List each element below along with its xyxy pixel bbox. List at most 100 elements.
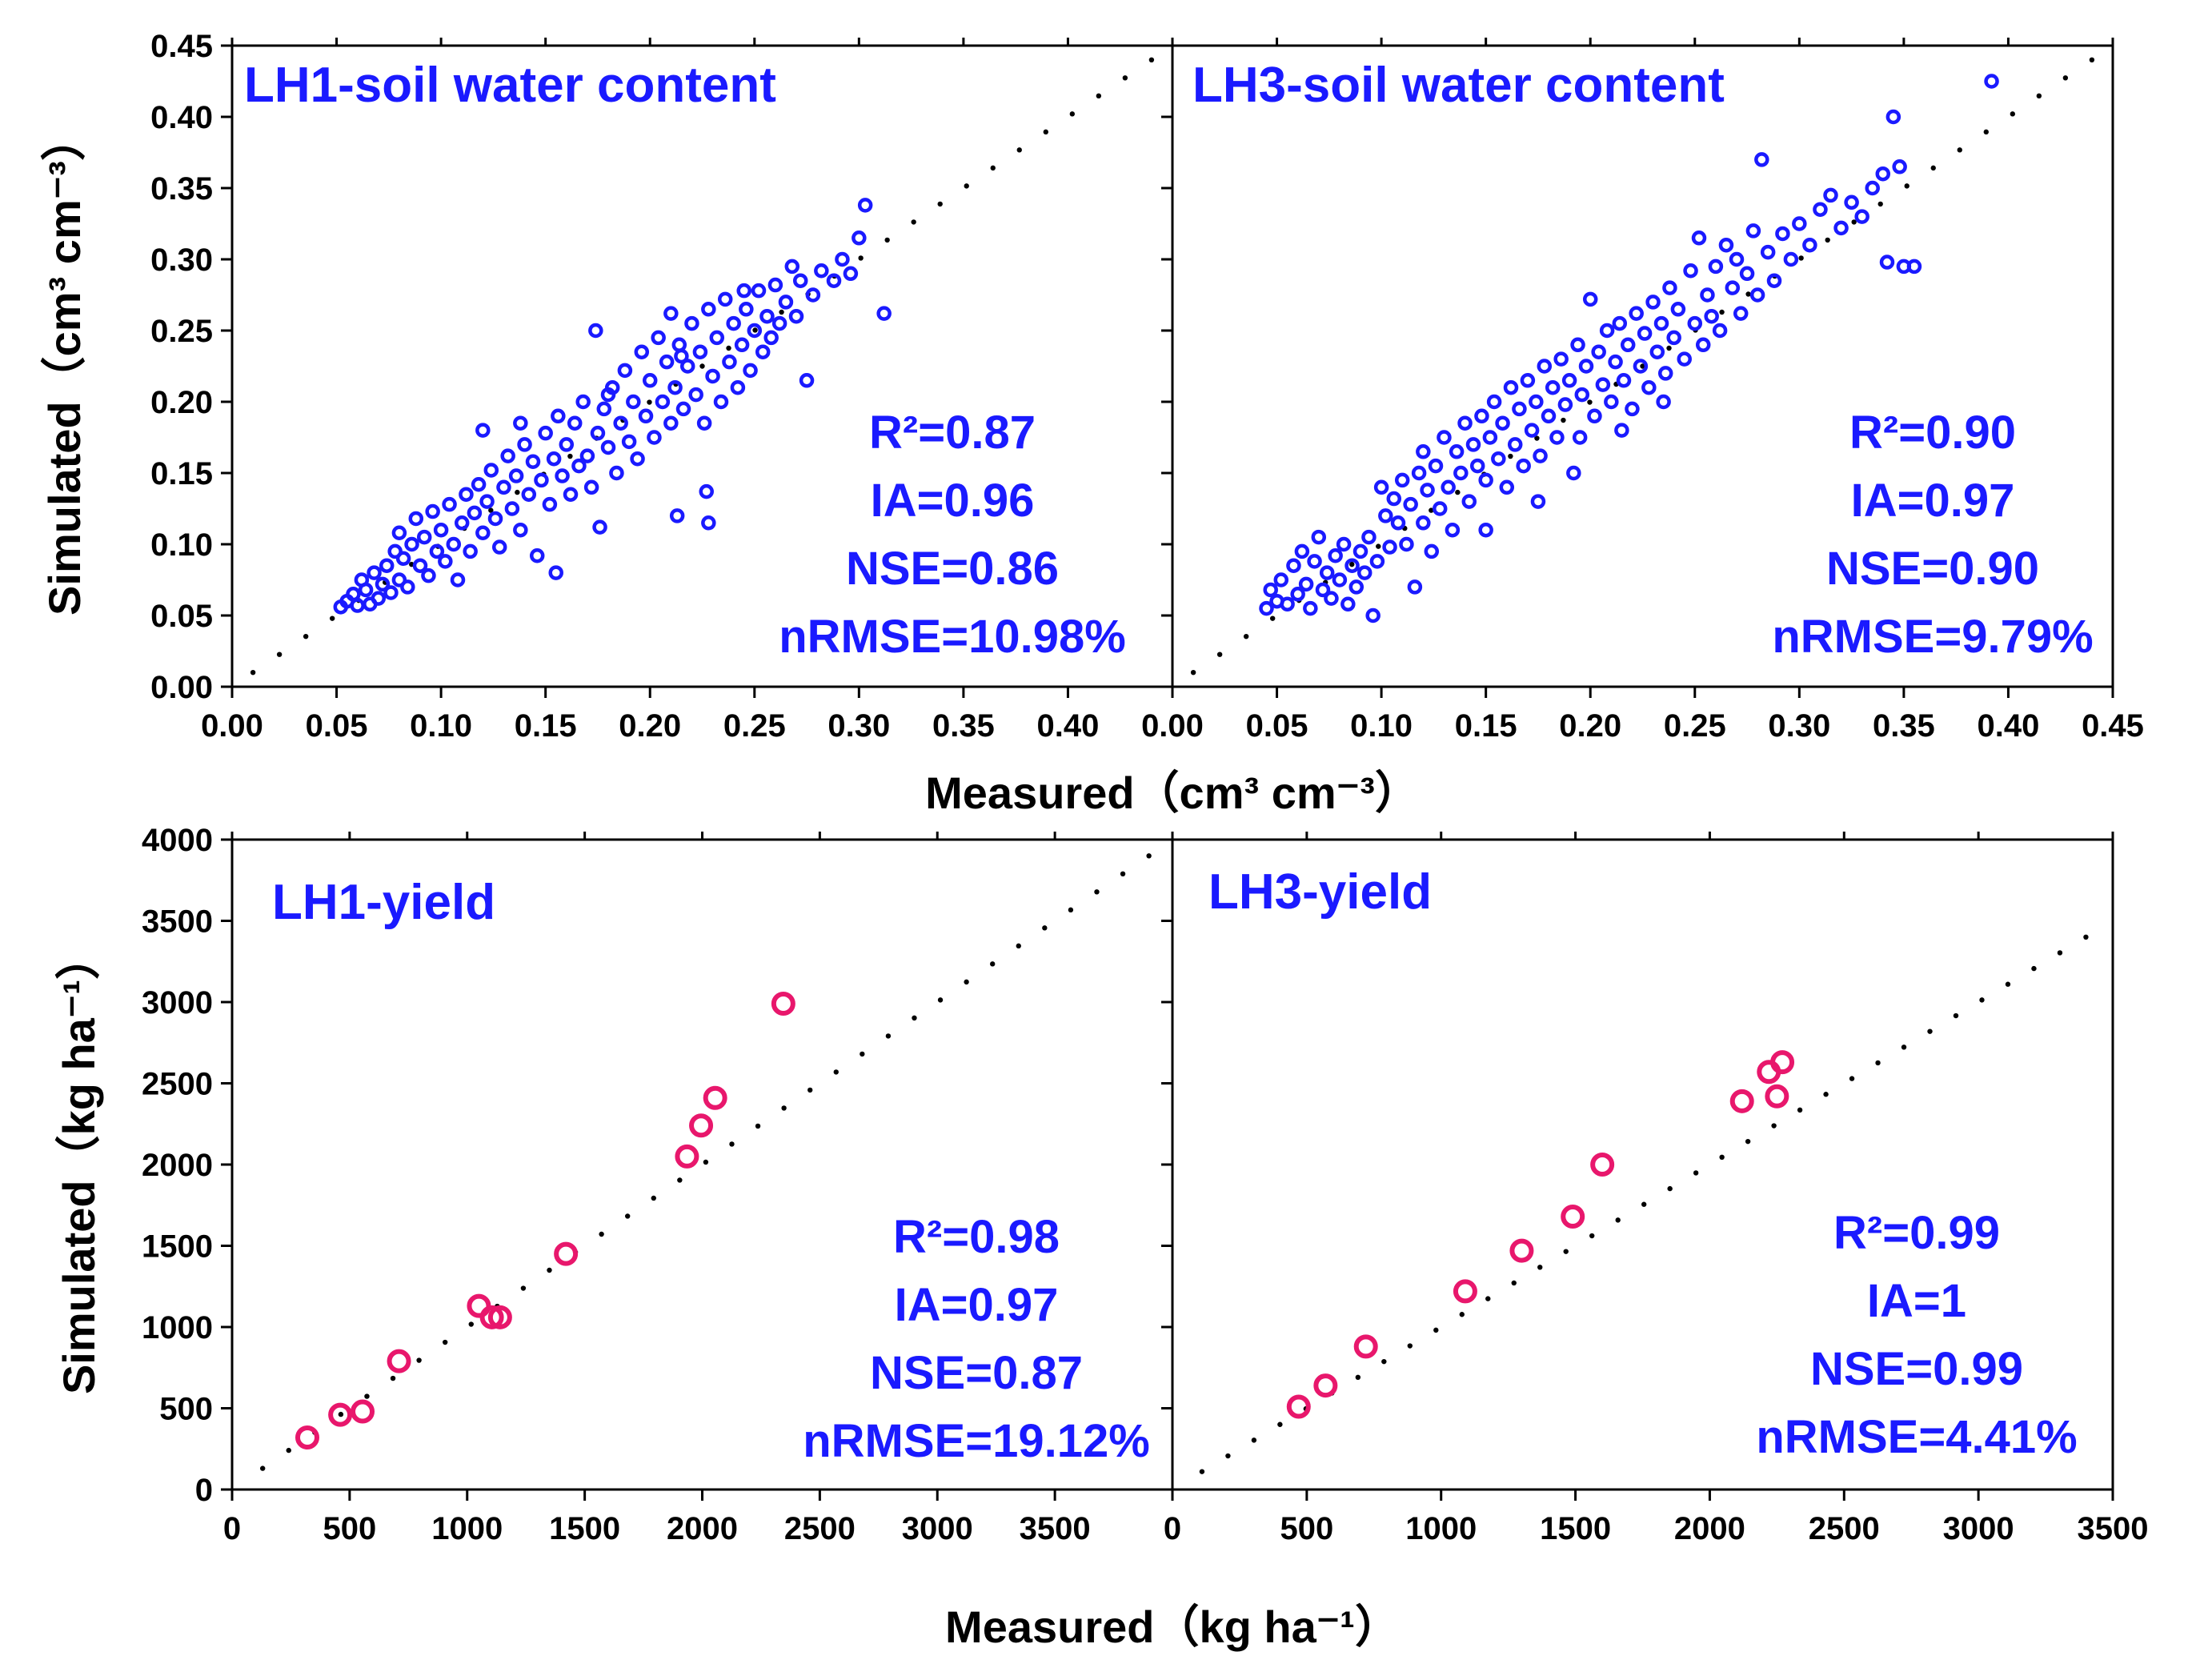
top-x-axis-title: Measured（cm³ cm⁻³） <box>925 768 1420 818</box>
data-point <box>1399 536 1414 552</box>
one-to-one-dot <box>1243 633 1249 640</box>
data-point <box>1361 529 1377 545</box>
data-point <box>487 1305 512 1329</box>
data-point <box>1792 216 1807 231</box>
data-point <box>328 1402 353 1427</box>
one-to-one-dot <box>1122 75 1128 81</box>
data-point <box>554 1241 579 1266</box>
one-to-one-dot <box>1901 1044 1907 1050</box>
panel-title-lh1-yield: LH1-yield <box>272 875 495 930</box>
one-to-one-dot <box>1455 489 1461 495</box>
data-point <box>1530 494 1546 509</box>
data-point <box>1984 74 1999 89</box>
bottom-y-axis-title: Simulated（kg ha⁻¹） <box>54 935 104 1394</box>
data-point <box>563 487 579 502</box>
data-point <box>525 454 541 470</box>
one-to-one-dot <box>1798 255 1804 261</box>
data-point <box>491 539 507 555</box>
data-point <box>699 483 714 499</box>
data-point <box>1315 582 1331 598</box>
data-point <box>1590 1153 1615 1177</box>
data-point <box>1591 344 1606 359</box>
data-point <box>642 373 658 388</box>
data-point <box>590 425 606 441</box>
data-point <box>467 505 483 521</box>
one-to-one-dot <box>651 1195 656 1201</box>
data-point <box>1453 1279 1477 1304</box>
data-point <box>663 306 679 321</box>
data-point <box>433 522 449 538</box>
data-point <box>1687 315 1703 331</box>
data-point <box>663 415 679 431</box>
data-point <box>1294 543 1310 559</box>
data-point <box>1729 251 1745 267</box>
data-point <box>799 373 815 388</box>
data-point <box>667 379 683 395</box>
y-tick-label: 500 <box>159 1392 213 1427</box>
one-to-one-dot <box>1511 1280 1517 1286</box>
data-point <box>1469 458 1485 474</box>
x-tick-label: 0.15 <box>515 708 577 744</box>
one-to-one-dot <box>1745 291 1751 297</box>
tick-layer: 0.00 0.05 0.10 0.15 0.20 0.25 0.30 0.35 0.40 0.00… <box>142 29 2148 1546</box>
panel-title-lh3-swc: LH3-soil water content <box>1192 58 1725 113</box>
data-point <box>1416 515 1431 531</box>
data-point <box>722 354 737 370</box>
one-to-one-dot <box>699 363 705 369</box>
data-point <box>1478 522 1493 538</box>
data-point <box>726 315 741 331</box>
data-point <box>350 598 365 613</box>
data-point <box>788 308 804 324</box>
one-to-one-dot <box>1376 543 1381 549</box>
data-point <box>1516 458 1531 474</box>
one-to-one-dot <box>1904 183 1909 189</box>
stat-nse: NSE=0.99 <box>1810 1343 2023 1395</box>
data-point <box>471 476 487 492</box>
one-to-one-dot <box>1429 507 1434 513</box>
data-point <box>696 415 712 431</box>
one-to-one-dot <box>833 1069 839 1075</box>
data-point <box>617 363 633 379</box>
data-point <box>1641 379 1657 395</box>
data-point <box>613 415 628 431</box>
x-tick-label: 0.10 <box>410 708 472 744</box>
data-point <box>479 494 495 509</box>
data-point <box>371 591 387 606</box>
one-to-one-dot <box>390 1375 396 1381</box>
data-point <box>1457 415 1473 431</box>
data-point <box>1432 501 1448 516</box>
data-point <box>571 458 587 474</box>
data-point <box>1365 607 1381 623</box>
one-to-one-dot <box>677 1177 683 1183</box>
one-to-one-dot <box>1719 1154 1725 1161</box>
one-to-one-dot <box>752 327 758 333</box>
data-point <box>852 231 867 246</box>
data-point <box>1561 1204 1585 1229</box>
data-point <box>1608 354 1623 370</box>
data-point <box>778 295 794 310</box>
y-tick-label: 3500 <box>142 904 213 940</box>
data-point <box>730 379 746 395</box>
data-point <box>1461 494 1477 509</box>
data-point <box>805 287 821 303</box>
one-to-one-dot <box>1877 201 1883 207</box>
one-to-one-dot <box>1349 561 1355 567</box>
x-tick-label: 2500 <box>784 1511 856 1546</box>
one-to-one-dot <box>1381 1358 1387 1365</box>
data-point <box>1407 579 1423 595</box>
data-point <box>1616 373 1632 388</box>
one-to-one-dot <box>2031 965 2037 972</box>
one-to-one-dot <box>250 670 256 676</box>
data-point <box>1344 558 1360 573</box>
one-to-one-dot <box>276 652 283 657</box>
data-point <box>412 558 428 573</box>
data-point <box>479 1305 504 1329</box>
data-point <box>1313 1373 1338 1398</box>
data-point <box>1662 280 1677 295</box>
data-point <box>1844 194 1859 211</box>
data-point <box>1712 323 1728 339</box>
one-to-one-dot <box>1927 1028 1933 1034</box>
data-point <box>621 434 637 450</box>
data-point <box>688 387 703 403</box>
